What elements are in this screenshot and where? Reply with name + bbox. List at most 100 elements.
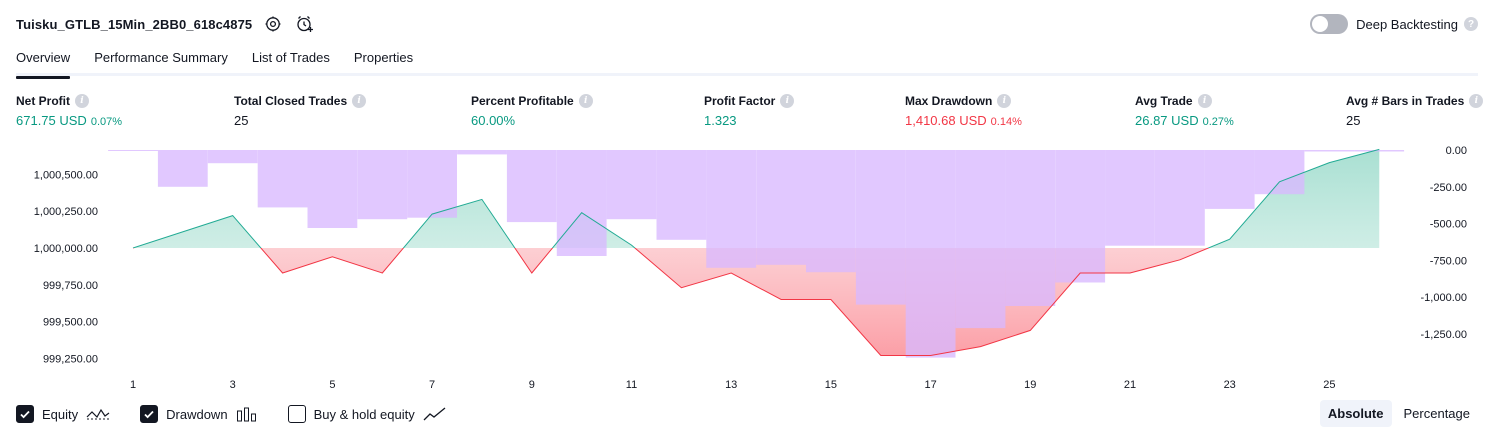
drawdown-bar[interactable] bbox=[905, 150, 956, 358]
metric-percent: 0.27% bbox=[1202, 116, 1234, 128]
drawdown-bar[interactable] bbox=[357, 150, 408, 220]
metric-net-profit: Net Profit i 671.75 USD 0.07% bbox=[16, 94, 122, 128]
x-axis-tick: 21 bbox=[1124, 379, 1136, 391]
metric-label: Avg # Bars in Trades bbox=[1346, 94, 1465, 108]
metric-avg-bars-in-trades: Avg # Bars in Trades i 25 bbox=[1346, 94, 1484, 128]
deep-backtesting-toggle[interactable] bbox=[1310, 14, 1349, 34]
drawdown-bar[interactable] bbox=[157, 150, 208, 187]
left-axis-tick: 1,000,000.00 bbox=[34, 243, 98, 255]
left-axis-tick: 999,750.00 bbox=[43, 280, 98, 292]
drawdown-bar[interactable] bbox=[1204, 150, 1255, 209]
buy-hold-label: Buy & hold equity bbox=[313, 406, 415, 422]
right-axis-tick: -750.00 bbox=[1430, 255, 1467, 267]
info-icon[interactable]: i bbox=[352, 94, 367, 108]
x-axis-tick: 17 bbox=[924, 379, 936, 391]
equity-line-icon bbox=[86, 406, 110, 422]
left-axis-tick: 999,250.00 bbox=[43, 353, 98, 365]
drawdown-bar[interactable] bbox=[855, 150, 906, 305]
metric-avg-trade: Avg Trade i 26.87 USD 0.27% bbox=[1135, 94, 1234, 128]
drawdown-bar[interactable] bbox=[257, 150, 308, 208]
drawdown-bar[interactable] bbox=[1254, 150, 1305, 195]
metric-value: 26.87 USD bbox=[1135, 113, 1199, 128]
x-axis-tick: 9 bbox=[529, 379, 535, 391]
info-icon[interactable]: i bbox=[578, 94, 593, 108]
x-axis-tick: 11 bbox=[626, 379, 637, 391]
info-icon[interactable]: i bbox=[997, 94, 1012, 108]
drawdown-checkbox[interactable] bbox=[140, 405, 159, 423]
metric-percent: 0.07% bbox=[90, 116, 123, 128]
percentage-button[interactable]: Percentage bbox=[1403, 406, 1471, 421]
drawdown-bar[interactable] bbox=[955, 150, 1006, 329]
metric-total-closed-trades: Total Closed Trades i 25 bbox=[234, 94, 367, 128]
drawdown-bar[interactable] bbox=[656, 150, 707, 240]
metric-label: Profit Factor bbox=[704, 94, 776, 108]
strategy-title: Tuisku_GTLB_15Min_2BB0_618c4875 bbox=[16, 16, 253, 32]
drawdown-bar[interactable] bbox=[556, 150, 607, 256]
drawdown-bar[interactable] bbox=[108, 150, 158, 151]
right-axis-tick: -250.00 bbox=[1430, 182, 1467, 194]
metric-value: 1,410.68 USD bbox=[905, 113, 987, 128]
metric-profit-factor: Profit Factor i 1.323 bbox=[704, 94, 795, 128]
drawdown-bar[interactable] bbox=[756, 150, 806, 265]
x-axis-tick: 23 bbox=[1224, 379, 1236, 391]
drawdown-bar[interactable] bbox=[706, 150, 757, 268]
metric-value: 25 bbox=[1346, 113, 1361, 128]
legend-drawdown[interactable]: Drawdown bbox=[140, 405, 257, 423]
drawdown-bar[interactable] bbox=[307, 150, 358, 228]
drawdown-bar[interactable] bbox=[1354, 150, 1405, 152]
add-alert-icon[interactable] bbox=[294, 13, 316, 35]
info-icon[interactable]: i bbox=[780, 94, 795, 108]
x-axis-tick: 13 bbox=[725, 379, 737, 391]
deep-backtesting: Deep Backtesting ? bbox=[1310, 12, 1478, 36]
info-icon[interactable]: i bbox=[1197, 94, 1212, 108]
legend-buy-hold-equity[interactable]: Buy & hold equity bbox=[287, 405, 447, 423]
tab-performance-summary[interactable]: Performance Summary bbox=[94, 50, 228, 65]
bars-icon bbox=[236, 406, 258, 422]
tab-bar: Overview Performance Summary List of Tra… bbox=[16, 46, 1478, 79]
x-axis-tick: 15 bbox=[825, 379, 837, 391]
drawdown-bar[interactable] bbox=[1304, 150, 1355, 152]
right-axis-tick: -1,250.00 bbox=[1421, 329, 1467, 341]
drawdown-bar[interactable] bbox=[1055, 150, 1106, 283]
drawdown-bar[interactable] bbox=[457, 150, 507, 155]
drawdown-bar[interactable] bbox=[207, 150, 258, 164]
metric-value: 1.323 bbox=[704, 113, 737, 128]
drawdown-bar[interactable] bbox=[506, 150, 557, 223]
deep-backtesting-label: Deep Backtesting bbox=[1356, 16, 1458, 32]
drawdown-bar[interactable] bbox=[1005, 150, 1056, 306]
left-axis-tick: 1,000,250.00 bbox=[34, 206, 98, 218]
info-icon[interactable]: i bbox=[1469, 94, 1484, 108]
x-axis-tick: 7 bbox=[429, 379, 435, 391]
left-axis-tick: 999,500.00 bbox=[43, 317, 98, 329]
right-axis-tick: -1,000.00 bbox=[1421, 292, 1467, 304]
equity-drawdown-chart[interactable]: 1,000,500.00 1,000,250.00 1,000,000.00 999,… bbox=[0, 140, 1494, 398]
drawdown-bar[interactable] bbox=[1155, 150, 1205, 246]
drawdown-bar[interactable] bbox=[407, 150, 457, 218]
drawdown-bar[interactable] bbox=[606, 150, 657, 220]
drawdown-bar[interactable] bbox=[1105, 150, 1155, 246]
drawdown-label: Drawdown bbox=[166, 406, 228, 422]
help-icon[interactable]: ? bbox=[1464, 17, 1478, 31]
right-axis-tick: -500.00 bbox=[1430, 219, 1467, 231]
metric-value: 25 bbox=[234, 113, 249, 128]
tab-overview[interactable]: Overview bbox=[16, 46, 71, 79]
equity-checkbox[interactable] bbox=[16, 405, 34, 423]
metric-percent-profitable: Percent Profitable i 60.00% bbox=[471, 94, 593, 128]
equity-line-loss[interactable] bbox=[133, 149, 1379, 356]
right-axis-tick: 0.00 bbox=[1446, 145, 1467, 157]
legend-equity[interactable]: Equity bbox=[16, 405, 110, 423]
tab-properties[interactable]: Properties bbox=[353, 50, 414, 65]
metric-percent: 0.14% bbox=[990, 116, 1022, 128]
tab-list-of-trades[interactable]: List of Trades bbox=[251, 50, 330, 65]
settings-icon[interactable] bbox=[262, 13, 284, 35]
metric-value: 671.75 USD bbox=[16, 113, 87, 128]
trend-line-icon bbox=[423, 406, 447, 422]
metric-label: Max Drawdown bbox=[905, 94, 993, 108]
drawdown-bar[interactable] bbox=[806, 150, 856, 273]
buy-hold-checkbox[interactable] bbox=[287, 405, 306, 423]
info-icon[interactable]: i bbox=[75, 94, 89, 108]
absolute-button[interactable]: Absolute bbox=[1319, 400, 1392, 427]
x-axis-tick: 1 bbox=[130, 379, 136, 391]
equity-label: Equity bbox=[42, 406, 79, 422]
x-axis-tick: 25 bbox=[1323, 379, 1335, 391]
